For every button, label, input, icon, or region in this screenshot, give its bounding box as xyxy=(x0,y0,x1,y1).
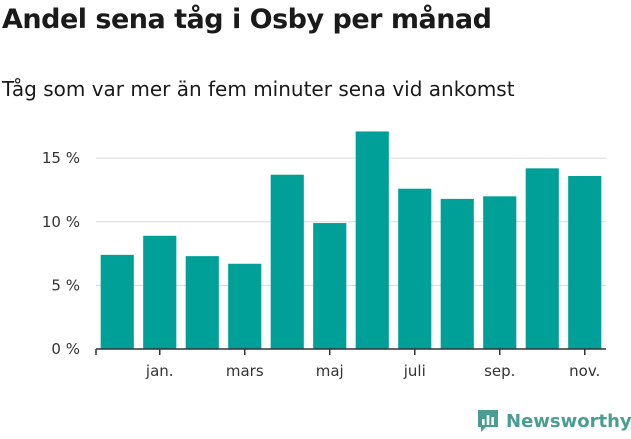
bar xyxy=(313,223,347,349)
x-tick-label: juli xyxy=(403,362,426,380)
x-tick-label: maj xyxy=(316,362,344,380)
y-tick-label: 5 % xyxy=(51,276,80,294)
x-tick-label: nov. xyxy=(569,362,600,380)
bar xyxy=(270,174,304,349)
newsworthy-logo: Newsworthy xyxy=(476,408,631,434)
y-tick-label: 15 % xyxy=(42,149,80,167)
bars xyxy=(100,131,602,349)
bar xyxy=(355,131,389,349)
bar xyxy=(525,168,559,349)
axes: 0 % 5 % 10 % 15 % jan. mars maj juli sep. nov. xyxy=(42,149,606,380)
bar xyxy=(568,175,602,349)
bar xyxy=(228,263,262,349)
y-tick-label: 10 % xyxy=(42,213,80,231)
bar xyxy=(143,235,177,349)
bar xyxy=(185,256,219,349)
bar xyxy=(398,188,432,349)
x-tick-label: jan. xyxy=(145,362,174,380)
newsworthy-logo-text: Newsworthy xyxy=(506,410,631,432)
chart-title: Andel sena tåg i Osby per månad xyxy=(2,4,492,35)
bar xyxy=(440,198,474,349)
x-tick-label: sep. xyxy=(484,362,515,380)
bar xyxy=(100,254,134,349)
newsworthy-chart-icon xyxy=(478,410,498,432)
bar xyxy=(483,196,517,349)
grid-lines xyxy=(96,157,606,286)
chart-subtitle: Tåg som var mer än fem minuter sena vid … xyxy=(2,77,515,101)
x-tick-label: mars xyxy=(226,362,264,380)
y-tick-label: 0 % xyxy=(51,340,80,358)
